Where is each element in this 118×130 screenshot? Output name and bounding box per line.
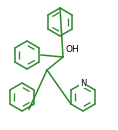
Text: OH: OH — [66, 46, 80, 54]
Text: N: N — [80, 79, 86, 87]
